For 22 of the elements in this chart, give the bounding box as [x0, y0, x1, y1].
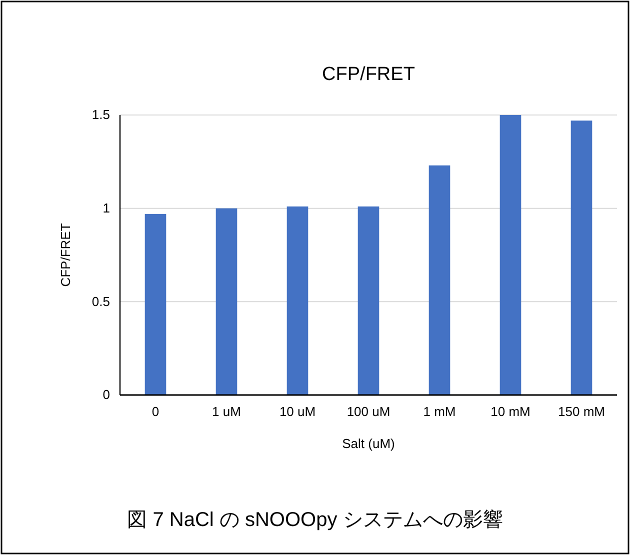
x-tick-label: 10 mM	[490, 404, 530, 420]
bar	[570, 120, 592, 395]
x-tick-label: 100 uM	[346, 404, 390, 420]
y-tick-label: 1.5	[92, 107, 110, 122]
caption: 図 7 NaCl の sNOOOpy システムへの影響	[127, 509, 503, 531]
bar	[144, 214, 166, 395]
y-tick-label: 1	[102, 200, 110, 216]
x-tick-label: 1 mM	[423, 404, 456, 420]
bar	[216, 208, 238, 395]
bar	[358, 206, 380, 395]
x-tick-label: 0	[152, 404, 160, 420]
bar	[286, 206, 308, 395]
chart-title: CFP/FRET	[322, 64, 416, 85]
x-axis-title: Salt (uM)	[342, 436, 395, 451]
bar	[428, 165, 450, 395]
bar	[500, 115, 522, 395]
y-axis-title: CFP/FRET	[58, 223, 73, 287]
x-tick-label: 10 uM	[279, 404, 316, 420]
x-tick-label: 150 mM	[558, 404, 605, 420]
x-tick-label: 1 uM	[212, 404, 241, 420]
y-tick-label: 0	[102, 387, 110, 402]
y-tick-label: 0.5	[92, 294, 110, 309]
